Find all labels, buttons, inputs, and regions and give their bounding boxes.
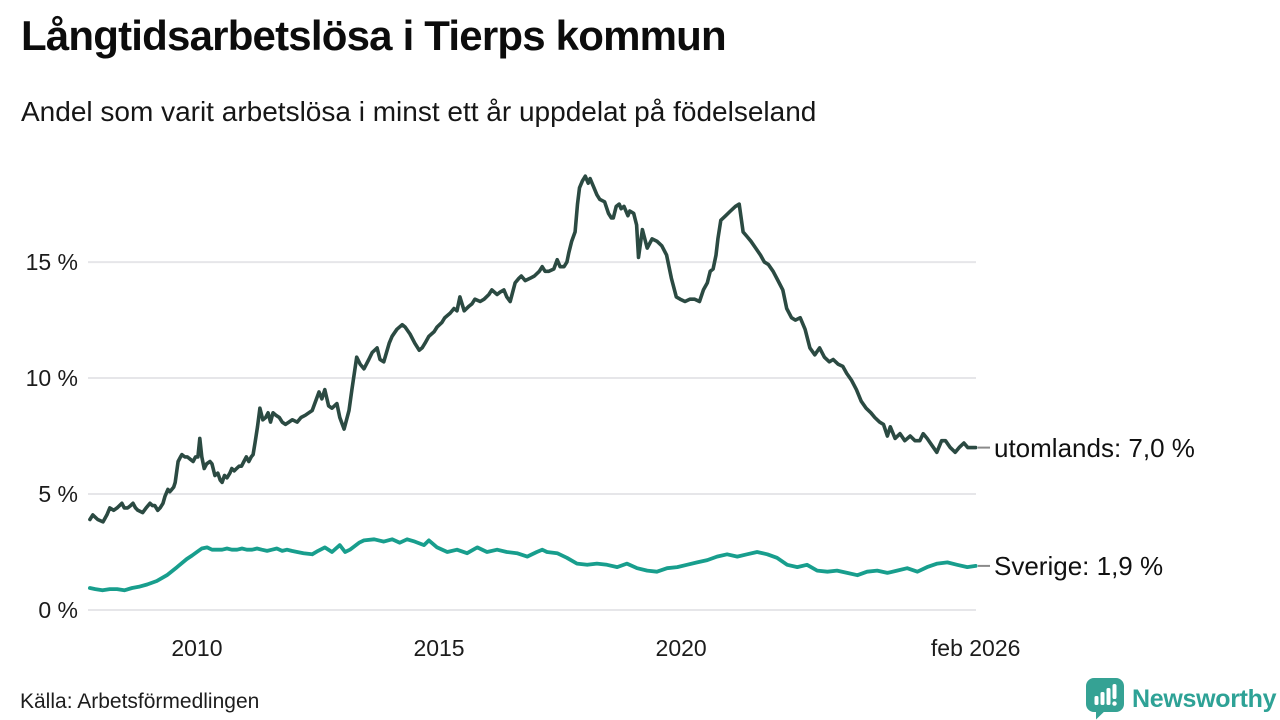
- series-end-label-utomlands: utomlands: 7,0 %: [994, 432, 1195, 463]
- y-tick-label-15: 15 %: [25, 249, 78, 276]
- y-tick-label-0: 0 %: [38, 597, 78, 623]
- x-tick-label-feb-2026: feb 2026: [930, 635, 1021, 661]
- x-tick-label-2020: 2020: [655, 635, 707, 661]
- series-end-label-sverige: Sverige: 1,9 %: [994, 550, 1164, 581]
- source-note: Källa: Arbetsförmedlingen: [20, 690, 260, 713]
- chart-subtitle: Andel som varit arbetslösa i minst ett å…: [21, 96, 817, 127]
- x-tick-label-2015: 2015: [413, 635, 465, 661]
- y-tick-label-10: 10 %: [25, 365, 78, 392]
- newsworthy-wordmark: Newsworthy: [1132, 684, 1277, 713]
- y-tick-label-5: 5 %: [38, 481, 78, 508]
- newsworthy-brand: Newsworthy: [1086, 678, 1277, 720]
- series-line-sverige: [88, 537, 978, 593]
- newsworthy-logo-icon: [1086, 678, 1124, 720]
- series-line-utomlands: [88, 174, 978, 524]
- chart-title: Långtidsarbetslösa i Tierps kommun: [21, 12, 727, 59]
- x-tick-label-2010: 2010: [171, 635, 223, 661]
